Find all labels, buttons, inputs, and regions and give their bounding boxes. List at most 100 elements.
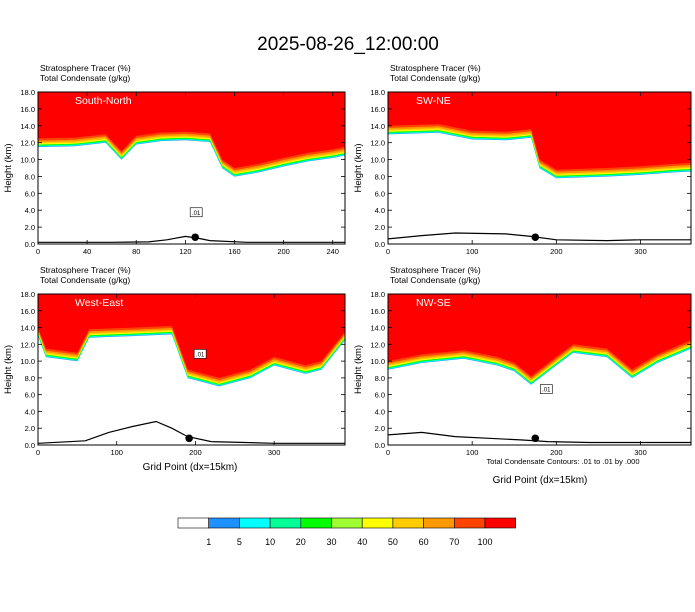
y-tick-label: 18.0 [20,290,35,299]
x-tick-label: 40 [83,247,91,256]
panel-frame [37,293,346,446]
colorbar-label: 1 [206,537,211,547]
colorbar-swatch [300,517,332,529]
location-marker [185,434,193,443]
y-tick-label: 0.0 [375,441,385,450]
tracer-band [38,92,345,168]
x-tick-label: 100 [466,247,479,256]
x-tick-label: 300 [634,247,647,256]
y-tick-label: 12.0 [20,139,35,148]
x-axis-label-left: Grid Point (dx=15km) [143,462,238,473]
y-tick-label: 12.0 [370,340,385,349]
legend-line: Stratosphere Tracer (%) [40,63,131,73]
colorbar-label: 10 [265,537,275,547]
contour-label: .01 [542,388,551,394]
y-tick-label: 18.0 [370,88,385,97]
x-tick-label: 200 [550,448,563,457]
panel-name: SW-NE [416,95,451,107]
x-tick-label: 200 [277,247,290,256]
x-tick-label: 120 [179,247,192,256]
y-tick-label: 18.0 [370,290,385,299]
legend-line: Stratosphere Tracer (%) [40,265,131,275]
y-tick-label: 4.0 [375,206,385,215]
plot-area: .01 [388,92,691,244]
x-tick-label: 200 [189,448,202,457]
location-marker [191,233,199,242]
tracer-band [388,294,691,377]
contour-label: .01 [192,211,201,217]
x-tick-label: 0 [386,247,390,256]
y-tick-label: 8.0 [25,374,35,383]
y-tick-label: 12.0 [370,139,385,148]
y-tick-label: 6.0 [25,189,35,198]
y-tick-label: 4.0 [25,206,35,215]
panel-frame [387,91,692,245]
colorbar-swatch [208,517,240,529]
panel-name: West-East [75,297,123,309]
legend-line: Stratosphere Tracer (%) [390,63,481,73]
y-tick-label: 6.0 [375,391,385,400]
y-axis-label: Height (km) [3,345,14,394]
y-tick-label: 6.0 [25,391,35,400]
plot-area: .01 [38,92,345,244]
y-tick-label: 4.0 [375,407,385,416]
colorbar-swatch [269,517,302,529]
y-tick-label: 16.0 [370,105,385,114]
y-tick-label: 10.0 [370,156,385,165]
plot-area: .01 [38,294,345,445]
panel-frame [37,91,346,245]
contour-label: .01 [196,352,205,358]
colorbar-swatch [392,517,424,529]
y-tick-label: 14.0 [370,324,385,333]
y-tick-label: 8.0 [25,172,35,181]
legend-line: Total Condensate (g/kg) [390,275,480,285]
contour-label-box [189,207,203,218]
x-tick-label: 160 [228,247,241,256]
tracer-band [388,92,691,170]
terrain-line [388,232,691,242]
contour-label-box [193,349,207,359]
panel-nw-se: Stratosphere Tracer (%)Total Condensate … [353,265,692,457]
y-axis-label: Height (km) [353,143,364,192]
contour-note: Total Condensate Contours: .01 to .01 by… [486,457,639,466]
y-axis-label: Height (km) [353,345,364,394]
tracer-band [38,294,345,378]
panel-sw-ne: Stratosphere Tracer (%)Total Condensate … [353,63,692,256]
y-tick-label: 0.0 [375,240,385,249]
y-tick-label: 6.0 [375,189,385,198]
colorbar-swatch [423,517,455,529]
panel-name: NW-SE [416,297,451,309]
colorbar-label: 100 [477,537,492,547]
colorbar-label: 30 [326,537,336,547]
panel-frame [387,293,692,446]
y-tick-label: 2.0 [375,223,385,232]
y-tick-label: 10.0 [20,357,35,366]
x-tick-label: 240 [326,247,339,256]
x-tick-label: 100 [110,448,123,457]
y-tick-label: 2.0 [25,424,35,433]
colorbar-swatch [361,517,394,529]
x-tick-label: 300 [268,448,281,457]
colorbar-label: 70 [449,537,459,547]
y-tick-label: 14.0 [370,122,385,131]
y-tick-label: 16.0 [20,307,35,316]
colorbar-label: 50 [388,537,398,547]
colorbar-label: 5 [237,537,242,547]
legend-line: Stratosphere Tracer (%) [390,265,481,275]
panel-south-north: Stratosphere Tracer (%)Total Condensate … [3,63,346,256]
colorbar-swatch [453,517,486,529]
y-tick-label: 14.0 [20,324,35,333]
y-tick-label: 18.0 [20,88,35,97]
y-tick-label: 0.0 [25,441,35,450]
colorbar-label: 60 [419,537,429,547]
colorbar-label: 20 [296,537,306,547]
contour-label-box [539,384,553,394]
terrain-line [388,431,691,444]
colorbar-swatch [331,517,363,529]
y-tick-label: 16.0 [20,105,35,114]
x-tick-label: 200 [550,247,563,256]
y-tick-label: 14.0 [20,122,35,131]
colorbar-swatch [239,517,271,529]
y-tick-label: 8.0 [375,374,385,383]
